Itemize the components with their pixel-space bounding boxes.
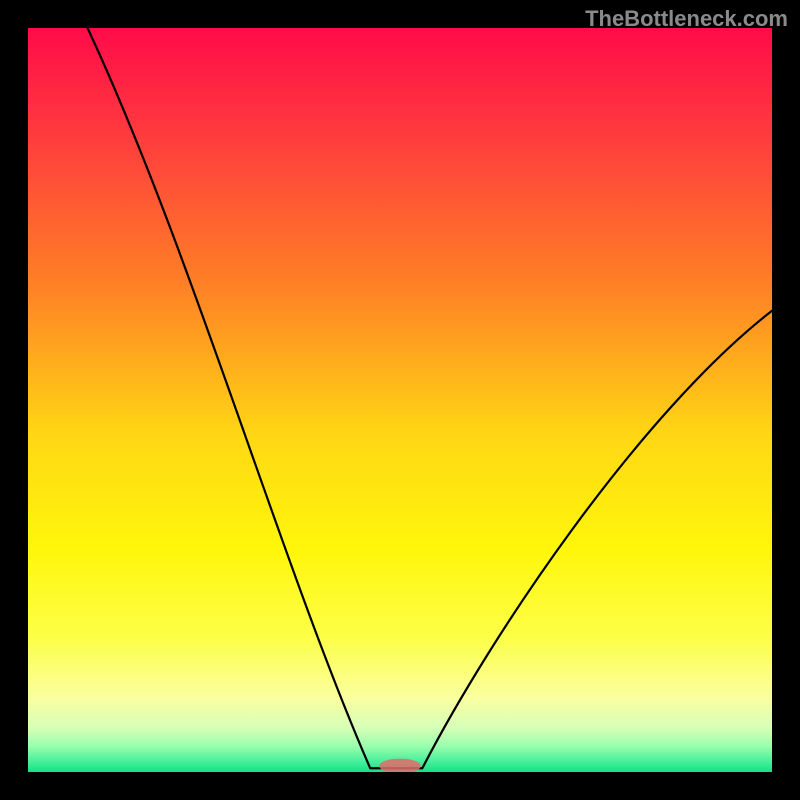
chart-container: TheBottleneck.com — [0, 0, 800, 800]
plot-area — [28, 28, 772, 772]
gradient-background — [28, 28, 772, 772]
chart-svg — [28, 28, 772, 772]
